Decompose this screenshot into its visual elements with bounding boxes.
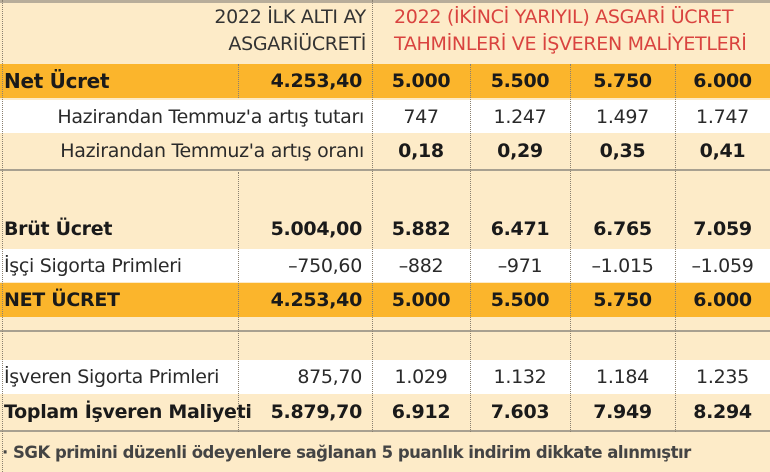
column-divider-forecast: [372, 0, 373, 432]
label-brut-ucret: Brüt Ücret: [4, 218, 113, 240]
current-net-ucret: 4.253,40: [270, 70, 363, 92]
header-current-line2: ASGARİÜCRETİ: [228, 33, 366, 55]
header-forecast-line2: TAHMİNLERİ VE İŞVEREN MALİYETLERİ: [394, 33, 747, 55]
value-net-ucret-total-1: 5.000: [391, 289, 451, 311]
section-divider-2: [0, 330, 770, 332]
header-forecast-title: 2022 (İKİNCİ YARIYIL) ASGARİ ÜCRET TAHMİ…: [378, 4, 770, 62]
value-brut-ucret-2: 6.471: [490, 218, 550, 240]
current-isci-sigorta: –750,60: [288, 254, 362, 277]
column-divider-label: [238, 172, 239, 432]
value-artis-orani-1: 0,18: [398, 140, 444, 162]
section-divider-3: [0, 430, 770, 432]
value-isveren-sigorta-2: 1.132: [493, 366, 547, 388]
column-divider-label-top: [238, 64, 239, 98]
value-net-ucret-2: 5.500: [490, 70, 550, 92]
header-current-line1: 2022 İLK ALTI AY: [214, 6, 366, 28]
top-border: [0, 0, 770, 3]
value-net-ucret-total-2: 5.500: [490, 289, 550, 311]
value-net-ucret-4: 6.000: [693, 70, 752, 92]
row-toplam-maliyet: Toplam İşveren Maliyeti 5.879,70 6.912 7…: [0, 394, 770, 429]
value-net-ucret-total-3: 5.750: [593, 289, 652, 311]
value-toplam-maliyet-1: 6.912: [391, 400, 451, 423]
section-divider-1: [0, 169, 770, 171]
value-toplam-maliyet-2: 7.603: [490, 400, 550, 423]
value-toplam-maliyet-3: 7.949: [593, 400, 652, 423]
row-artis-tutari: Hazirandan Temmuz'a artış tutarı 747 1.2…: [0, 100, 770, 133]
row-net-ucret: Net Ücret 4.253,40 5.000 5.500 5.750 6.0…: [0, 64, 770, 98]
current-toplam-maliyet: 5.879,70: [270, 400, 363, 423]
row-isci-sigorta: İşçi Sigorta Primleri –750,60 –882 –971 …: [0, 249, 770, 282]
value-isci-sigorta-3: –1.015: [591, 254, 654, 277]
value-artis-orani-2: 0,29: [497, 140, 543, 162]
value-brut-ucret-3: 6.765: [593, 218, 652, 240]
value-isci-sigorta-2: –971: [497, 254, 543, 277]
value-isveren-sigorta-3: 1.184: [596, 366, 649, 388]
current-isveren-sigorta: 875,70: [297, 366, 362, 388]
value-isveren-sigorta-1: 1.029: [394, 366, 448, 388]
value-artis-tutari-3: 1.497: [596, 105, 649, 128]
value-artis-orani-4: 0,41: [699, 140, 746, 162]
row-brut-ucret: Brüt Ücret 5.004,00 5.882 6.471 6.765 7.…: [0, 212, 770, 246]
value-artis-tutari-4: 1.747: [696, 105, 749, 128]
label-isci-sigorta: İşçi Sigorta Primleri: [4, 254, 182, 277]
column-divider-3: [570, 64, 571, 432]
label-artis-orani: Hazirandan Temmuz'a artış oranı: [60, 140, 364, 162]
label-net-ucret-total: NET ÜCRET: [4, 289, 120, 311]
row-isveren-sigorta: İşveren Sigorta Primleri 875,70 1.029 1.…: [0, 360, 770, 394]
value-artis-tutari-1: 747: [403, 105, 439, 128]
value-net-ucret-total-4: 6.000: [693, 289, 752, 311]
header-current-period: 2022 İLK ALTI AY ASGARİÜCRETİ: [0, 4, 366, 62]
label-toplam-maliyet: Toplam İşveren Maliyeti: [4, 400, 252, 423]
value-brut-ucret-4: 7.059: [693, 218, 752, 240]
label-isveren-sigorta: İşveren Sigorta Primleri: [4, 366, 220, 388]
value-toplam-maliyet-4: 8.294: [693, 400, 752, 423]
row-net-ucret-total: NET ÜCRET 4.253,40 5.000 5.500 5.750 6.0…: [0, 283, 770, 317]
value-isci-sigorta-4: –1.059: [691, 254, 754, 277]
column-divider-2: [470, 64, 471, 432]
value-isci-sigorta-1: –882: [398, 254, 444, 277]
value-brut-ucret-1: 5.882: [391, 218, 451, 240]
header-forecast-line1: 2022 (İKİNCİ YARIYIL) ASGARİ ÜCRET: [394, 6, 734, 28]
value-net-ucret-1: 5.000: [391, 70, 451, 92]
value-artis-tutari-2: 1.247: [493, 105, 547, 128]
label-net-ucret: Net Ücret: [4, 69, 110, 93]
value-isveren-sigorta-4: 1.235: [696, 366, 749, 388]
value-net-ucret-3: 5.750: [593, 70, 652, 92]
footnote: · SGK primini düzenli ödeyenlere sağlana…: [2, 442, 691, 462]
current-brut-ucret: 5.004,00: [270, 218, 363, 240]
value-artis-orani-3: 0,35: [599, 140, 646, 162]
left-border: [2, 0, 3, 472]
label-artis-tutari: Hazirandan Temmuz'a artış tutarı: [57, 105, 364, 128]
column-divider-4: [675, 64, 676, 432]
current-net-ucret-total: 4.253,40: [270, 289, 363, 311]
row-artis-orani: Hazirandan Temmuz'a artış oranı 0,18 0,2…: [0, 133, 770, 169]
